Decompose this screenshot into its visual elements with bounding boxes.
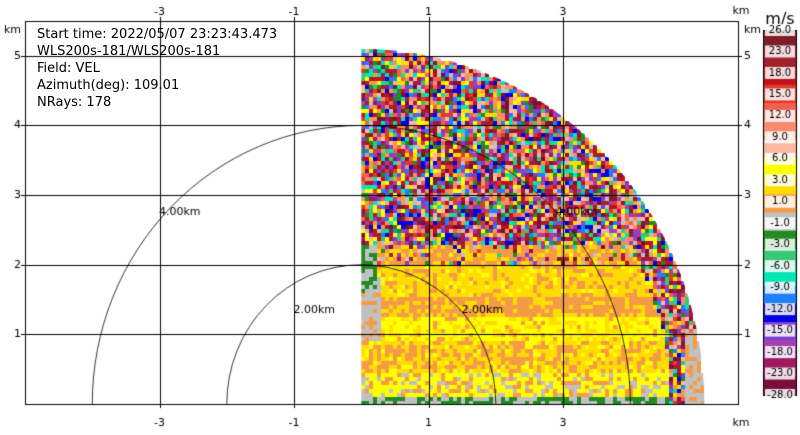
- nrays-label: NRays: 178: [37, 95, 112, 110]
- instrument-label: WLS200s-181/WLS200s-181: [37, 44, 221, 59]
- field-label: Field: VEL: [37, 61, 100, 76]
- azimuth-label: Azimuth(deg): 109.01: [37, 78, 180, 93]
- start-time-label: Start time: 2022/05/07 23:23:43.473: [37, 27, 278, 42]
